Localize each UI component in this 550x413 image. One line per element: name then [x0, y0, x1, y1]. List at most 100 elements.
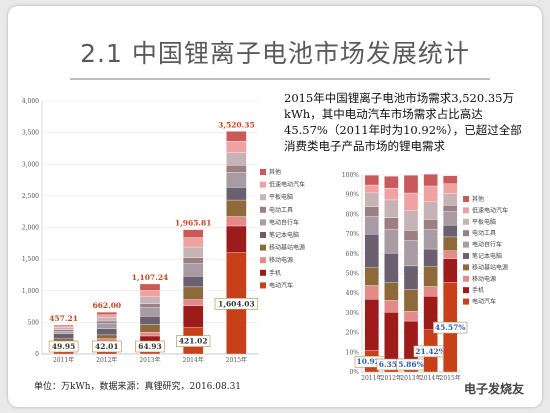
x-tick-label: 2014年 [183, 356, 204, 364]
legend-entry: 其他 [269, 168, 281, 176]
bar-segment [53, 324, 74, 327]
bar-segment [403, 192, 419, 211]
total-label: 457.21 [49, 314, 78, 323]
ev-value-label: 421.02 [179, 337, 208, 346]
bar-segment [384, 252, 399, 283]
legend-swatch [260, 257, 266, 264]
y-tick-label: 2,500 [22, 193, 39, 200]
ev-label-box [135, 340, 165, 353]
total-label: 1,107.24 [132, 273, 169, 282]
bar-segment [183, 229, 204, 238]
ev-value-label: 5.86% [398, 360, 423, 369]
bar-segment [364, 285, 379, 300]
legend-swatch [463, 275, 469, 282]
bar-segment [423, 219, 438, 230]
y-tick-label: 2,000 [22, 225, 39, 232]
legend-swatch [260, 169, 266, 175]
bar-segment [364, 206, 379, 217]
y-tick-label: 1,000 [22, 288, 39, 295]
bar-segment [226, 131, 247, 142]
y-tick-label: 60% [346, 251, 360, 258]
legend-entry: 手机 [472, 286, 484, 294]
legend-swatch [260, 232, 266, 238]
bar-segment [443, 183, 458, 194]
legend-swatch [260, 181, 266, 188]
bar-segment [403, 289, 419, 312]
bar-segment [403, 230, 419, 241]
legend-entry: 电动汽车 [269, 281, 293, 289]
legend-entry: 移动电源 [472, 275, 496, 283]
ev-value-label: 45.57% [435, 323, 466, 332]
x-tick-label: 2015年 [440, 374, 461, 382]
legend-entry: 笔记本电脑 [269, 231, 299, 239]
legend-swatch [260, 269, 266, 276]
bar-segment [423, 174, 438, 187]
y-tick-label: 90% [346, 192, 360, 199]
ev-label-box [433, 321, 468, 334]
bar-segment [443, 205, 458, 212]
ev-label-box [176, 335, 211, 347]
legend-swatch [260, 219, 266, 226]
bar-segment [443, 224, 458, 238]
x-tick-label: 2012年 [381, 374, 402, 382]
y-tick-label: 70% [346, 231, 360, 238]
legend-entry: 移动基站电源 [269, 244, 305, 252]
legend-entry: 其他 [472, 195, 484, 203]
y-tick-label: 3,000 [22, 161, 39, 168]
legend-swatch [463, 241, 469, 248]
bar-segment [364, 216, 379, 235]
bar-segment [364, 192, 379, 207]
bar-segment [423, 201, 438, 220]
legend-entry: 电动汽车 [472, 298, 496, 306]
y-tick-label: 0 [35, 351, 39, 358]
x-tick-label: 2013年 [139, 356, 160, 364]
bar-segment [423, 185, 438, 202]
bar-segment [384, 217, 399, 230]
x-tick-label: 2012年 [96, 356, 117, 364]
bar-segment [384, 199, 399, 218]
y-tick-label: 1,500 [22, 256, 39, 263]
legend-swatch [463, 264, 469, 271]
ev-label-box [48, 340, 79, 353]
legend-swatch [260, 282, 266, 289]
bar-segment [384, 229, 399, 254]
legend-swatch [463, 287, 469, 294]
ev-value-label: 6.35% [379, 360, 404, 369]
bar-segment [423, 286, 438, 297]
bar-segment [384, 176, 399, 189]
x-tick-label: 2011年 [53, 356, 74, 364]
bar-segment [443, 193, 458, 206]
total-label: 662.00 [92, 301, 121, 310]
total-label: 3,520.35 [218, 120, 255, 129]
legend-entry: 移动电源 [269, 256, 293, 264]
bar-segment [403, 175, 419, 194]
legend-entry: 笔记本电脑 [472, 252, 502, 260]
bar-segment [384, 300, 399, 313]
legend-entry: 电动工具 [472, 229, 496, 237]
bar-segment [403, 240, 419, 267]
bar-segment [403, 265, 419, 290]
bar-segment [384, 282, 399, 301]
bar-segment [364, 234, 379, 268]
bar-segment [384, 187, 399, 201]
legend-entry: 电动自行车 [269, 218, 299, 226]
x-tick-label: 2013年 [400, 374, 421, 382]
bar-segment [423, 248, 438, 267]
ev-value-label: 10.92% [356, 357, 387, 366]
bar-segment [443, 258, 458, 283]
x-tick-label: 2014年 [420, 374, 441, 382]
y-tick-label: 500 [28, 319, 40, 326]
bar-segment [96, 311, 117, 315]
bar-segment [384, 312, 399, 360]
y-tick-label: 40% [346, 290, 360, 297]
description-text: 2015年中国锂离子电池市场需求3,520.35万kWh，其中电动汽车市场需求占… [284, 91, 522, 153]
bar-segment [403, 311, 419, 322]
legend-swatch [463, 196, 469, 202]
bar-segment [423, 266, 438, 287]
ev-label-box [214, 297, 259, 310]
bar-segment [139, 283, 161, 291]
y-tick-label: 3,500 [22, 130, 39, 137]
share-percent-chart: 0% 10% 20% 30% 40% 50% 60% 70% 80% 90% 100% 2011年 10… [342, 172, 508, 382]
slide: 2.1 中国锂离子电池市场发展统计 2015年中国锂离子电池市场需求3,520.… [8, 6, 542, 407]
y-tick-label: 10% [346, 349, 360, 356]
